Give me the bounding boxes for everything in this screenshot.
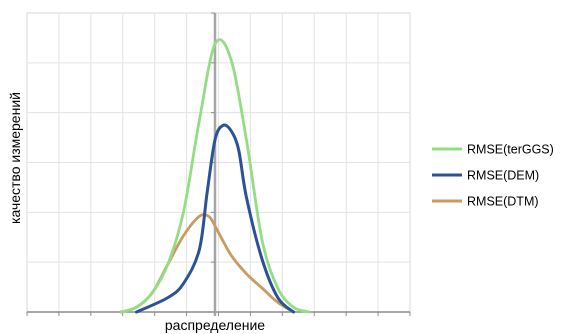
x-axis-title: распределение <box>165 317 265 333</box>
legend-label: RMSE(terGGS) <box>467 143 554 157</box>
series-group <box>119 38 311 314</box>
legend: RMSE(terGGS) RMSE(DEM) RMSE(DTM) <box>432 143 554 209</box>
legend-item-rmse-dtm: RMSE(DTM) <box>432 195 539 209</box>
y-axis-title: качество измерений <box>7 92 23 224</box>
legend-label: RMSE(DTM) <box>467 195 539 209</box>
axes <box>26 12 411 316</box>
series-line-rmse-dem <box>134 123 296 314</box>
legend-label: RMSE(DEM) <box>467 169 539 183</box>
series-line-rmse-terggs <box>119 38 311 314</box>
legend-item-rmse-dem: RMSE(DEM) <box>432 169 539 183</box>
gridlines <box>26 12 411 313</box>
legend-item-rmse-terggs: RMSE(terGGS) <box>432 143 554 157</box>
